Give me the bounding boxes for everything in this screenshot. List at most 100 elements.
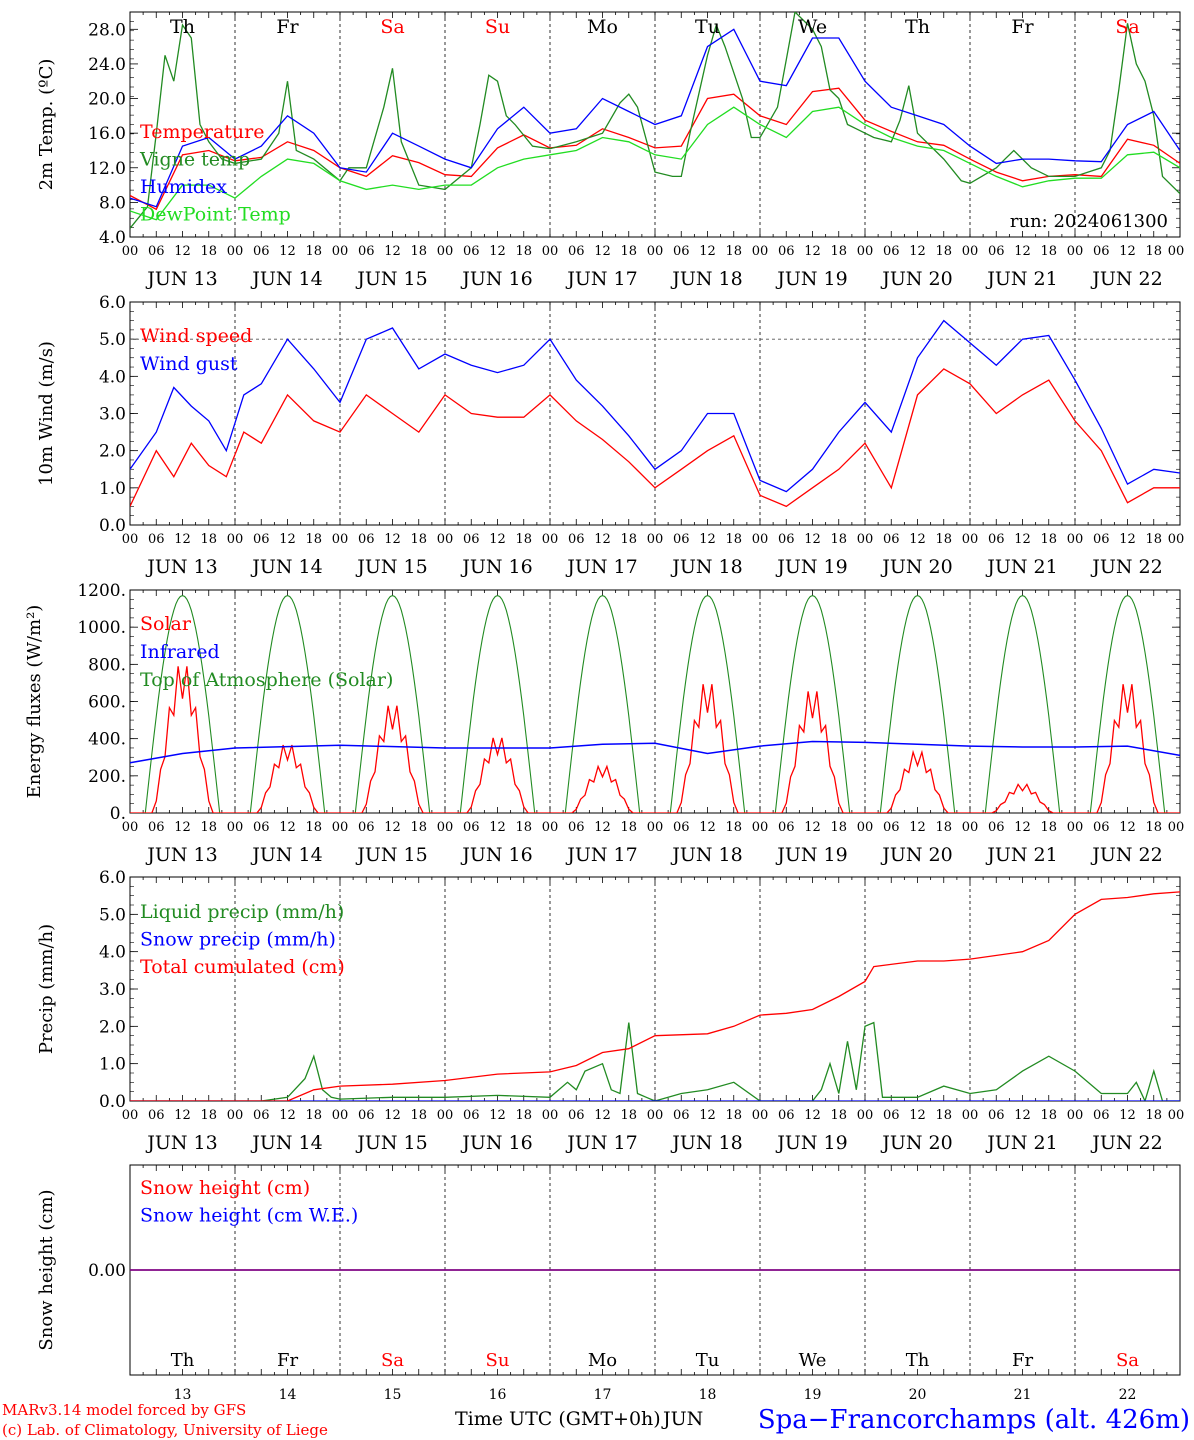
x-date-label: JUN 17 xyxy=(565,556,637,578)
x-date-label: JUN 21 xyxy=(985,844,1057,866)
day-name: Tu xyxy=(696,1350,720,1371)
y-axis-label: 10m Wind (m/s) xyxy=(36,341,57,486)
x-date-label: JUN 16 xyxy=(460,556,532,578)
day-name: Sa xyxy=(1115,16,1139,38)
x-hour-label: 00 xyxy=(647,532,664,547)
x-hour-label: 18 xyxy=(200,820,217,835)
x-date-label: JUN 17 xyxy=(565,844,637,866)
legend-entry: Snow precip (mm/h) xyxy=(140,929,336,951)
x-hour-label: 18 xyxy=(200,532,217,547)
y-tick-label: 28.0 xyxy=(88,20,126,40)
series-solar xyxy=(760,691,865,813)
x-hour-label: 00 xyxy=(1168,244,1185,259)
x-date-label: JUN 14 xyxy=(250,268,322,290)
x-hour-label: 00 xyxy=(542,244,559,259)
x-hour-label: 06 xyxy=(673,820,690,835)
plot-frame xyxy=(129,589,1181,814)
x-hour-label: 00 xyxy=(752,244,769,259)
legend-entry: Wind gust xyxy=(140,353,238,375)
panel-2: 0.0 1.0 2.0 3.0 4.0 5.0 6.0 10m Wind (m/s) 00 06 1… xyxy=(36,293,1184,578)
y-tick-label: 400. xyxy=(88,730,126,750)
series-total-cumulated-cm xyxy=(130,891,1180,1101)
x-hour-label: 00 xyxy=(1067,1108,1084,1123)
x-hour-label: 12 xyxy=(384,244,401,259)
x-hour-label: 06 xyxy=(253,1108,270,1123)
x-hour-label: 06 xyxy=(988,1108,1005,1123)
day-name: Th xyxy=(171,1350,195,1371)
x-hour-label: 18 xyxy=(1040,1108,1057,1123)
y-tick-label: 4.0 xyxy=(99,228,126,248)
x-hour-label: 06 xyxy=(148,244,165,259)
x-hour-label: 12 xyxy=(699,532,716,547)
legend-entry: DewPoint Temp xyxy=(140,204,291,226)
x-hour-label: 06 xyxy=(148,1108,165,1123)
x-hour-label: 00 xyxy=(122,1108,139,1123)
x-hour-label: 18 xyxy=(1145,532,1162,547)
series-liquid-precip-mm-h xyxy=(130,1021,1180,1101)
series-solar xyxy=(865,749,970,813)
x-hour-label: 06 xyxy=(358,532,375,547)
legend-entry: Total cumulated (cm) xyxy=(140,956,345,978)
x-hour-label: 18 xyxy=(620,532,637,547)
y-tick-label: 2.0 xyxy=(99,1017,126,1037)
series-solar xyxy=(340,705,445,813)
y-tick-label: 2.0 xyxy=(99,442,126,462)
panel-5: 0.00 Snow height (cm) Snow height (cm) Snow… xyxy=(36,1164,1181,1376)
x-hour-label: 18 xyxy=(1145,244,1162,259)
x-hour-label: 12 xyxy=(279,532,296,547)
x-hour-label: 12 xyxy=(594,532,611,547)
x-hour-label: 18 xyxy=(1040,820,1057,835)
y-tick-label: 5.0 xyxy=(99,330,126,350)
legend-entry: Temperature xyxy=(140,121,264,143)
x-hour-label: 00 xyxy=(857,244,874,259)
series-humidex xyxy=(130,28,1180,208)
day-name: Th xyxy=(906,1350,930,1371)
x-hour-label: 00 xyxy=(437,532,454,547)
x-hour-label: 18 xyxy=(1145,1108,1162,1123)
x-hour-label: 00 xyxy=(857,1108,874,1123)
x-hour-label: 06 xyxy=(358,1108,375,1123)
y-tick-label: 24.0 xyxy=(88,55,126,75)
y-tick-label: 600. xyxy=(88,693,126,713)
y-tick-label: 3.0 xyxy=(99,980,126,1000)
x-hour-label: 06 xyxy=(883,820,900,835)
y-tick-label: 16.0 xyxy=(88,124,126,144)
x-hour-label: 00 xyxy=(1168,532,1185,547)
x-hour-label: 12 xyxy=(489,1108,506,1123)
y-axis-label: 2m Temp. (ºC) xyxy=(36,59,57,191)
x-hour-label: 18 xyxy=(935,1108,952,1123)
x-hour-label: 00 xyxy=(227,244,244,259)
y-tick-label: 1.0 xyxy=(99,1055,126,1075)
legend-entry: Vigne temp xyxy=(139,149,250,171)
x-hour-label: 00 xyxy=(227,532,244,547)
x-date-label: JUN 22 xyxy=(1090,844,1162,866)
x-hour-label: 12 xyxy=(489,532,506,547)
x-hour-label: 06 xyxy=(358,244,375,259)
x-date-label: JUN 22 xyxy=(1090,556,1162,578)
y-axis-label: Energy fluxes (W/m²) xyxy=(24,605,45,799)
x-date-label: JUN 18 xyxy=(670,1132,742,1154)
day-number: 18 xyxy=(699,1387,717,1403)
x-hour-label: 00 xyxy=(227,820,244,835)
day-number: 22 xyxy=(1119,1387,1137,1403)
x-hour-label: 06 xyxy=(253,244,270,259)
x-hour-label: 18 xyxy=(515,820,532,835)
x-date-label: JUN 21 xyxy=(985,268,1057,290)
day-number: 13 xyxy=(174,1387,192,1403)
x-hour-label: 00 xyxy=(752,532,769,547)
day-number: 20 xyxy=(909,1387,927,1403)
day-name: Th xyxy=(170,16,195,38)
x-hour-label: 00 xyxy=(1067,532,1084,547)
x-hour-label: 00 xyxy=(1067,820,1084,835)
x-hour-label: 00 xyxy=(437,244,454,259)
x-hour-label: 06 xyxy=(778,1108,795,1123)
x-hour-label: 06 xyxy=(568,244,585,259)
y-tick-label: 1200. xyxy=(77,581,126,601)
day-name: Sa xyxy=(1116,1350,1139,1371)
y-tick-label: 0.00 xyxy=(88,1261,126,1281)
x-hour-label: 12 xyxy=(279,820,296,835)
day-name: We xyxy=(798,16,827,38)
x-date-label: JUN 16 xyxy=(460,1132,532,1154)
x-hour-label: 12 xyxy=(489,244,506,259)
x-hour-label: 18 xyxy=(830,532,847,547)
